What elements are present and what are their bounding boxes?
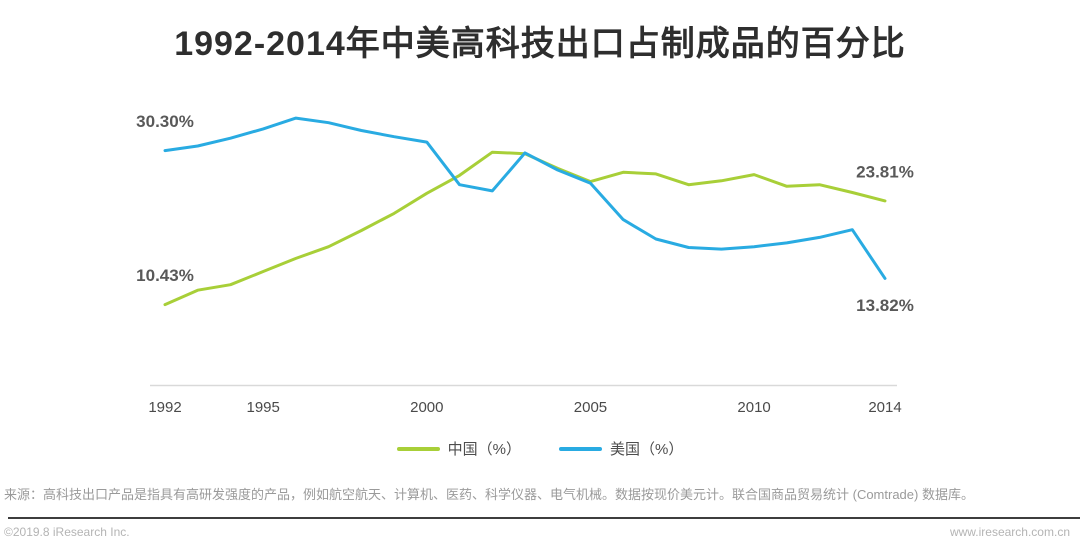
bottom-bar: ©2019.8 iResearch Inc. www.iresearch.com…: [0, 517, 1080, 551]
x-tick-label-1995: 1995: [246, 399, 279, 416]
line-chart: 1992 1995 2000 2005 2010 2014 30.30% 10.43% 23.8…: [136, 112, 914, 416]
chart-title: 1992-2014年中美高科技出口占制成品的百分比: [174, 25, 906, 63]
annotation-30.30%: 30.30%: [136, 112, 194, 131]
chart-legend: 中国（%） 美国（%）: [0, 438, 1080, 459]
series-line-us: [163, 116, 887, 280]
legend-label-china: 中国（%）: [447, 441, 521, 458]
legend-label-us: 美国（%）: [610, 441, 684, 458]
legend-item-us: 美国（%）: [559, 438, 683, 459]
x-tick-label-2005: 2005: [574, 399, 607, 416]
series-line-china: [163, 150, 887, 307]
x-tick-label-2010: 2010: [737, 399, 770, 416]
x-tick-label-2000: 2000: [410, 399, 443, 416]
copyright-text: ©2019.8 iResearch Inc.: [4, 525, 130, 539]
x-tick-label-1992: 1992: [148, 399, 181, 416]
annotation-10.43%: 10.43%: [136, 266, 194, 285]
annotation-23.81%: 23.81%: [856, 162, 914, 181]
website-url: www.iresearch.com.cn: [949, 525, 1070, 539]
x-tick-label-2014: 2014: [868, 399, 901, 416]
us-line-swatch: [559, 446, 602, 451]
legend-item-china: 中国（%）: [396, 438, 521, 459]
bottom-bar-divider: [8, 517, 1080, 519]
source-note: 来源：高科技出口产品是指具有高研发强度的产品，例如航空航天、计算机、医药、科学仪…: [4, 487, 974, 502]
annotation-13.82%: 13.82%: [856, 296, 914, 315]
china-line-swatch: [396, 446, 440, 451]
